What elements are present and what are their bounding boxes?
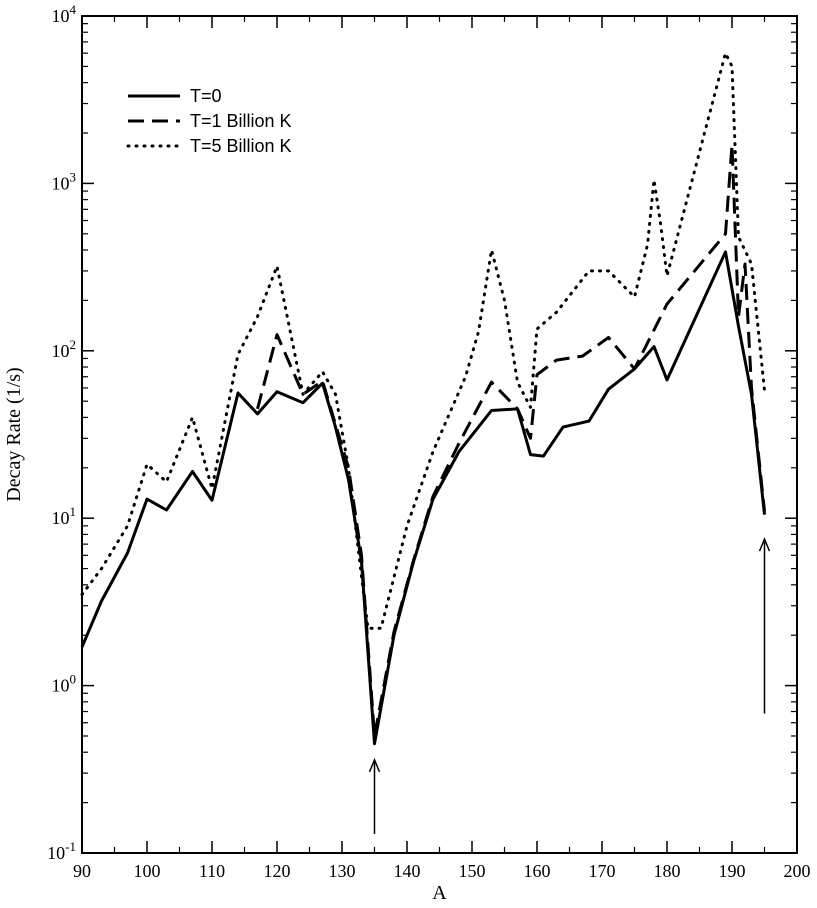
y-tick-label: 103 xyxy=(52,169,77,193)
x-axis-title: A xyxy=(432,882,447,904)
series-line-3 xyxy=(80,51,766,630)
y-axis-title: Decay Rate (1/s) xyxy=(3,367,25,501)
y-tick-label: 104 xyxy=(52,2,77,26)
x-tick-label: 130 xyxy=(329,861,356,881)
legend-label-2: T=1 Billion K xyxy=(190,111,292,131)
label-layer: 90 100 110 120 130 140 150 160 170 180 190 200 10-1 1… xyxy=(47,2,810,881)
x-tick-label: 170 xyxy=(589,861,616,881)
x-tick-label: 100 xyxy=(134,861,161,881)
y-tick-label: 100 xyxy=(52,672,77,696)
x-tick-label: 150 xyxy=(459,861,486,881)
x-tick-label: 200 xyxy=(784,861,811,881)
series-layer xyxy=(80,51,766,746)
x-tick-label: 190 xyxy=(719,861,746,881)
x-tick-label: 140 xyxy=(394,861,421,881)
tick-layer xyxy=(81,15,798,854)
arrow-head-2 xyxy=(758,537,771,552)
legend: T=0 T=1 Billion K T=5 Billion K xyxy=(126,86,292,156)
series-line-2 xyxy=(256,143,766,738)
y-tick-label: 101 xyxy=(52,504,77,528)
x-tick-label: 180 xyxy=(654,861,681,881)
legend-label-1: T=0 xyxy=(190,86,222,106)
y-tick-label: 10-1 xyxy=(47,839,76,863)
series-line-1 xyxy=(80,250,766,746)
annotation-layer xyxy=(368,537,771,834)
legend-label-3: T=5 Billion K xyxy=(190,136,292,156)
x-tick-label: 120 xyxy=(264,861,291,881)
x-tick-label: 90 xyxy=(73,861,91,881)
x-tick-label: 160 xyxy=(524,861,551,881)
y-tick-label: 102 xyxy=(52,337,77,361)
arrow-head-1 xyxy=(368,757,381,773)
x-tick-label: 110 xyxy=(199,861,225,881)
